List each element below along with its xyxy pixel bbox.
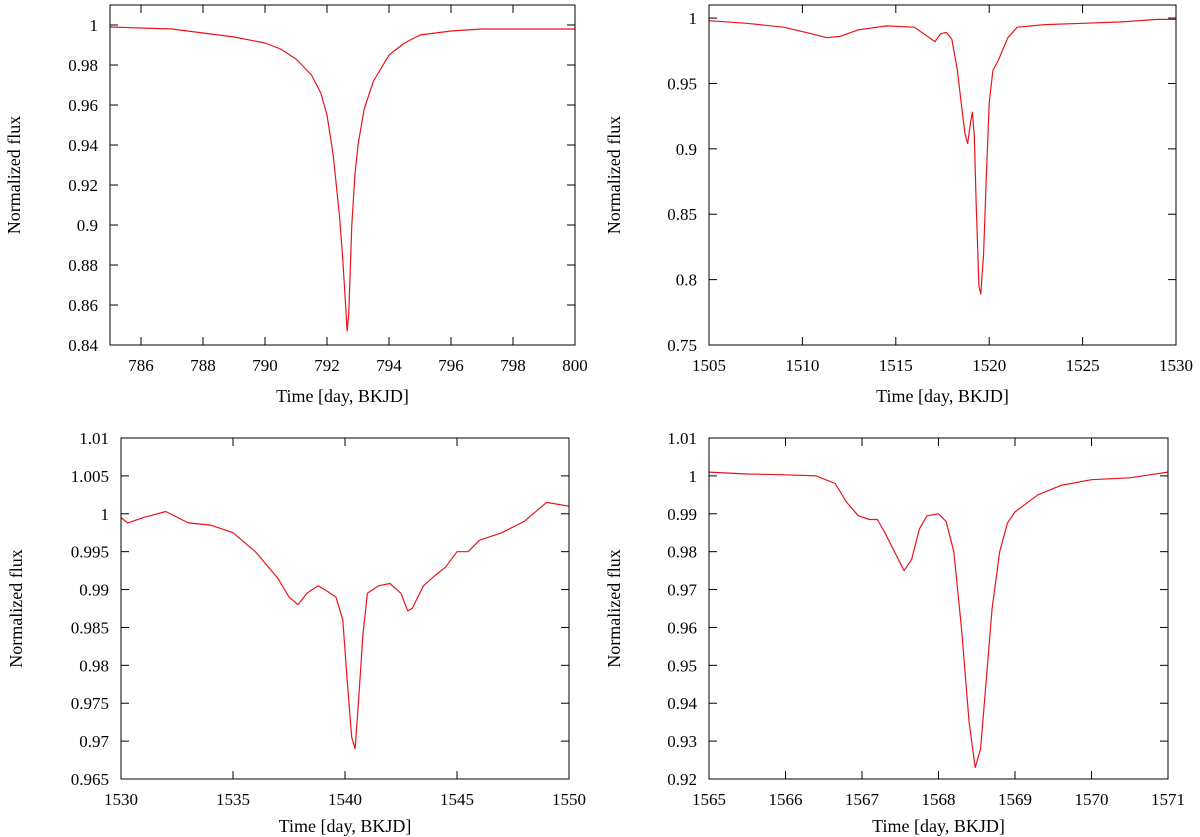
y-tick-label: 0.98 xyxy=(79,656,109,675)
x-tick-label: 1510 xyxy=(785,356,819,375)
x-tick-label: 1505 xyxy=(692,356,726,375)
y-tick-label: 0.96 xyxy=(667,618,697,637)
x-tick-label: 1540 xyxy=(328,790,362,809)
x-tick-label: 798 xyxy=(500,356,526,375)
x-tick-label: 1535 xyxy=(216,790,250,809)
series-line-flux xyxy=(708,18,1176,295)
series-line-flux xyxy=(708,471,1169,769)
x-tick-label: 1571 xyxy=(1151,790,1185,809)
x-tick-label: 1566 xyxy=(769,790,803,809)
x-tick-label: 1568 xyxy=(922,790,956,809)
panel-b: 1505 1510 1515 1520 1525 1530 0.75 0.8 0.85 0.9 0.… xyxy=(604,4,1193,406)
panel-d: 1565 1566 1567 1568 1569 1570 1571 0.92 0.93 0.94… xyxy=(604,429,1185,836)
x-tick-label: 786 xyxy=(128,356,154,375)
x-tick-label: 1565 xyxy=(692,790,726,809)
y-axis-label: Normalized flux xyxy=(604,549,624,667)
y-axis-label: Normalized flux xyxy=(6,549,26,667)
y-tick-label: 0.85 xyxy=(667,205,697,224)
x-tick-label: 1567 xyxy=(845,790,880,809)
panel-c: 1530 1535 1540 1545 1550 0.965 0.97 0.975 0.98 0.… xyxy=(6,429,586,836)
y-tick-label: 0.75 xyxy=(667,336,697,355)
y-axis-label: Normalized flux xyxy=(604,116,624,234)
x-tick-label: 790 xyxy=(252,356,278,375)
x-tick-label: 1545 xyxy=(440,790,474,809)
y-tick-label: 0.97 xyxy=(79,732,109,751)
y-tick-label: 0.99 xyxy=(79,581,109,600)
y-tick-label: 1 xyxy=(101,505,110,524)
plot-frame xyxy=(708,4,1177,346)
panel-a: 786 788 790 792 794 796 798 800 0.84 0.86 0.88 0.9 0… xyxy=(4,4,588,406)
y-tick-label: 0.9 xyxy=(77,216,98,235)
y-tick-label: 0.86 xyxy=(68,296,98,315)
y-tick-label: 0.93 xyxy=(667,732,697,751)
x-tick-label: 794 xyxy=(376,356,402,375)
y-tick-label: 0.92 xyxy=(667,770,697,789)
x-tick-label: 796 xyxy=(438,356,464,375)
x-axis-label: Time [day, BKJD] xyxy=(876,386,1009,406)
y-tick-label: 0.94 xyxy=(667,694,697,713)
y-tick-label: 1.01 xyxy=(79,429,109,448)
plot-frame xyxy=(120,437,570,780)
x-tick-label: 788 xyxy=(190,356,216,375)
y-tick-label: 0.995 xyxy=(71,543,109,562)
x-axis-label: Time [day, BKJD] xyxy=(276,386,409,406)
x-tick-label: 1530 xyxy=(104,790,138,809)
x-tick-label: 1550 xyxy=(552,790,586,809)
y-tick-label: 0.95 xyxy=(667,74,697,93)
series-line-flux xyxy=(120,501,570,750)
x-tick-label: 1569 xyxy=(998,790,1032,809)
y-tick-label: 0.96 xyxy=(68,96,98,115)
y-tick-label: 0.965 xyxy=(71,770,109,789)
y-tick-label: 0.95 xyxy=(667,656,697,675)
x-axis-label: Time [day, BKJD] xyxy=(279,816,412,836)
x-tick-label: 1570 xyxy=(1075,790,1109,809)
y-tick-label: 1.01 xyxy=(667,429,697,448)
y-tick-label: 0.975 xyxy=(71,694,109,713)
plot-frame xyxy=(708,437,1169,780)
y-tick-label: 0.99 xyxy=(667,505,697,524)
y-tick-label: 0.97 xyxy=(667,581,697,600)
y-tick-label: 0.98 xyxy=(68,56,98,75)
y-tick-label: 0.84 xyxy=(68,336,98,355)
plot-frame xyxy=(109,4,576,346)
x-axis-label: Time [day, BKJD] xyxy=(872,816,1005,836)
x-tick-label: 1525 xyxy=(1066,356,1100,375)
y-tick-label: 1 xyxy=(689,467,698,486)
y-tick-label: 1.005 xyxy=(71,467,109,486)
y-tick-label: 0.92 xyxy=(68,176,98,195)
x-tick-label: 800 xyxy=(562,356,588,375)
y-tick-label: 0.985 xyxy=(71,618,109,637)
y-tick-label: 0.9 xyxy=(676,140,697,159)
y-axis-label: Normalized flux xyxy=(4,116,24,234)
y-tick-label: 1 xyxy=(90,16,99,35)
y-tick-label: 0.88 xyxy=(68,256,98,275)
x-tick-label: 1520 xyxy=(972,356,1006,375)
y-tick-label: 1 xyxy=(689,9,698,28)
x-tick-label: 792 xyxy=(314,356,340,375)
y-tick-label: 0.8 xyxy=(676,271,697,290)
y-tick-label: 0.94 xyxy=(68,136,98,155)
x-tick-label: 1530 xyxy=(1159,356,1193,375)
y-tick-label: 0.98 xyxy=(667,543,697,562)
series-line-flux xyxy=(109,26,575,332)
x-tick-label: 1515 xyxy=(879,356,913,375)
